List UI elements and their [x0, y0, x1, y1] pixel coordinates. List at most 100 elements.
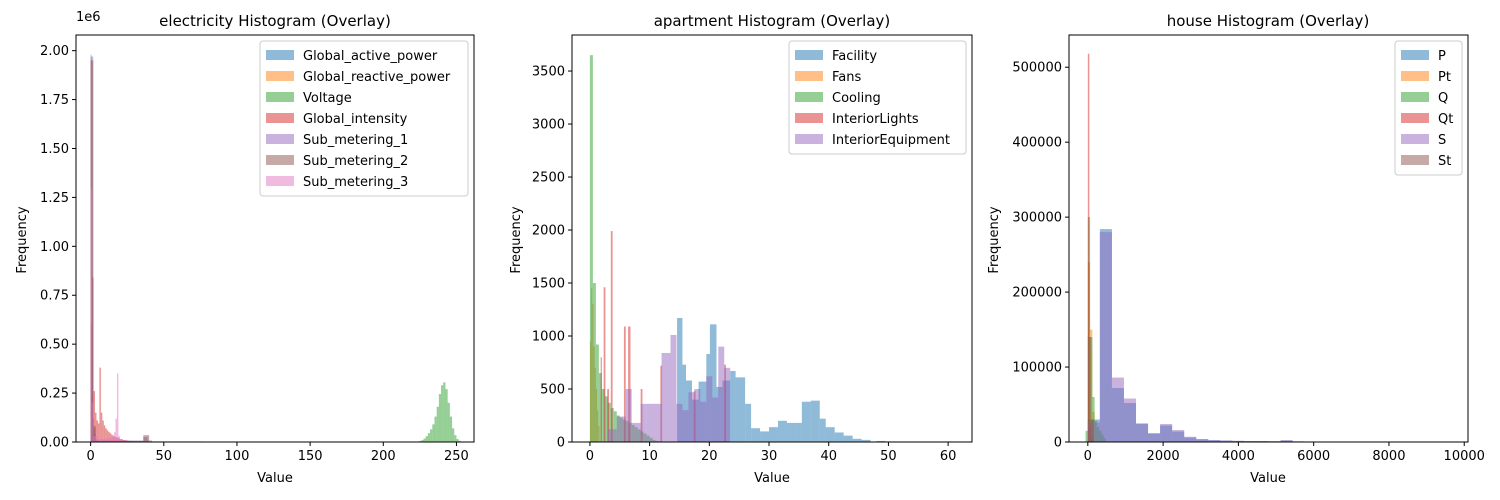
y-tick-label: 500: [540, 383, 565, 398]
y-tick-label: 0: [1054, 436, 1062, 451]
y-axis-label: Frequency: [15, 206, 30, 273]
legend-swatch: [1401, 50, 1429, 60]
x-tick-label: 0: [86, 449, 94, 464]
legend-swatch: [266, 176, 294, 186]
histogram-bar: [434, 416, 437, 442]
histogram-bar: [93, 436, 98, 442]
y-tick-label: 0.75: [40, 289, 69, 304]
histogram-bar: [724, 367, 731, 442]
y-tick-label: 2500: [532, 171, 565, 186]
legend-box: [259, 40, 469, 197]
histogram-bar: [595, 344, 599, 442]
histogram-bar: [1123, 398, 1137, 442]
chart-title: house Histogram (Overlay): [1167, 12, 1370, 30]
histogram-bar: [445, 389, 448, 442]
histogram-bar: [677, 317, 683, 442]
histogram-bar: [118, 436, 120, 442]
y-tick-label: 3500: [532, 65, 565, 80]
x-tick-label: 40: [820, 449, 837, 464]
y-tick-label: 0.25: [40, 387, 69, 402]
histogram-bar: [688, 392, 695, 442]
histogram-bar: [610, 231, 613, 442]
histogram-bar: [115, 418, 117, 442]
y-tick-label: 0: [557, 436, 565, 451]
histogram-bar: [105, 428, 107, 442]
histogram-bar: [603, 287, 606, 442]
y-axis-label: Frequency: [987, 206, 1002, 273]
histogram-bar: [114, 432, 116, 442]
x-tick-label: 60: [940, 449, 957, 464]
x-tick-label: 0: [586, 449, 594, 464]
y-tick-label: 300000: [1012, 211, 1062, 226]
x-axis-label: Value: [257, 471, 293, 486]
chart-electricity: electricity Histogram (Overlay) 0 50 100 15…: [15, 10, 475, 486]
x-axis-label: Value: [1250, 471, 1286, 486]
legend-swatch: [795, 113, 823, 123]
x-tick-label: 10: [641, 449, 658, 464]
x-tick-label: 4000: [1222, 449, 1255, 464]
histogram-bar: [616, 416, 626, 442]
legend-swatch: [266, 155, 294, 165]
histogram-bar: [676, 403, 683, 442]
legend-swatch: [795, 50, 823, 60]
x-tick-label: 20: [701, 449, 718, 464]
histogram-bar: [786, 422, 796, 442]
x-tick-label: 8000: [1372, 449, 1405, 464]
plot-area: 0 2000 4000 6000 8000 10000 0 100000 200000 3000…: [1012, 34, 1485, 464]
histogram-bar: [1085, 430, 1088, 442]
histogram-bar: [97, 439, 106, 442]
y-ticks: 0 100000 200000 300000 400000 500000: [1012, 61, 1069, 451]
histogram-bar: [628, 326, 631, 442]
y-tick-label: 1.00: [40, 240, 69, 255]
histogram-bar: [456, 439, 459, 442]
y-tick-label: 200000: [1012, 286, 1062, 301]
y-tick-label: 500000: [1012, 61, 1062, 76]
histogram-bar: [100, 412, 103, 442]
histogram-bar: [795, 422, 802, 442]
x-tick-label: 100: [225, 449, 250, 464]
legend-label: Fans: [832, 70, 861, 85]
histogram-bar: [735, 377, 746, 442]
x-ticks: 0 10 20 30 40 50 60: [586, 442, 957, 464]
y-tick-label: 1000: [532, 330, 565, 345]
x-tick-label: 50: [880, 449, 897, 464]
legend-label: InteriorEquipment: [832, 133, 950, 148]
y-tick-label: 1.25: [40, 191, 69, 206]
legend-label: Q: [1438, 91, 1448, 106]
histogram-bar: [1087, 337, 1091, 442]
chart-house: house Histogram (Overlay) 0 2000 4000 6000 8…: [987, 12, 1485, 486]
histogram-bar: [607, 389, 610, 442]
histogram-bar: [97, 423, 100, 442]
histogram-bar: [613, 411, 617, 442]
histogram-bar: [92, 402, 94, 442]
histogram-bar: [1148, 433, 1161, 442]
histogram-bar: [1136, 423, 1149, 442]
legend-swatch: [266, 92, 294, 102]
histogram-bar: [119, 440, 128, 442]
histogram-bar: [1172, 430, 1185, 442]
legend-swatch: [1401, 155, 1429, 165]
histogram-bar: [99, 367, 101, 442]
histogram-bar: [102, 420, 104, 442]
y-ticks: 0.00 0.25 0.50 0.75 1.00 1.25 1.50 1.75 2.00: [40, 44, 76, 451]
y-tick-label: 100000: [1012, 361, 1062, 376]
plot-area: 0 10 20 30 40 50 60 0 500 1000 1500 2000 2500 3000 35…: [532, 34, 973, 464]
plot-frame: [571, 34, 973, 443]
x-ticks: 0 2000 4000 6000 8000 10000: [1084, 442, 1485, 464]
legend: P Pt Q Qt S St: [1394, 40, 1463, 176]
y-tick-label: 3000: [532, 118, 565, 133]
histogram-bar: [852, 438, 862, 442]
histogram-bar: [1111, 377, 1124, 442]
legend-label: S: [1438, 133, 1446, 148]
legend-swatch: [795, 134, 823, 144]
legend-swatch: [266, 134, 294, 144]
histogram-bar: [825, 427, 835, 442]
y-ticks: 0 500 1000 1500 2000 2500 3000 3500: [532, 65, 572, 451]
histogram-bar: [449, 416, 453, 442]
x-tick-label: 2000: [1147, 449, 1180, 464]
histogram-bar: [143, 435, 150, 442]
histogram-bar: [108, 431, 110, 442]
histogram-bar: [1099, 232, 1112, 442]
histogram-bar: [861, 439, 871, 442]
